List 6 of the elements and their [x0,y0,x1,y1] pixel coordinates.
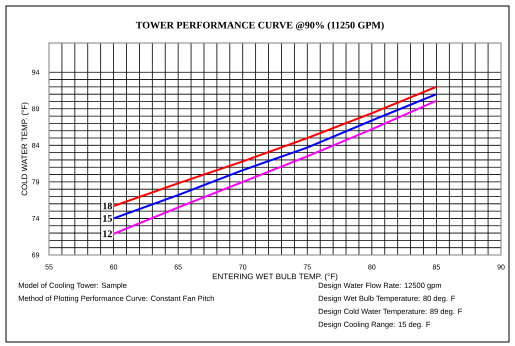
series-label: 18 [103,202,112,210]
x-axis-title: ENTERING WET BULB TEMP. (°F) [212,273,338,281]
chart-title: TOWER PERFORMANCE CURVE @90% (11250 GPM) [136,21,384,31]
y-axis-title: COLD WATER TEMP. (°F) [21,102,29,196]
series-label: 12 [103,230,112,238]
series-label: 15 [103,215,112,222]
